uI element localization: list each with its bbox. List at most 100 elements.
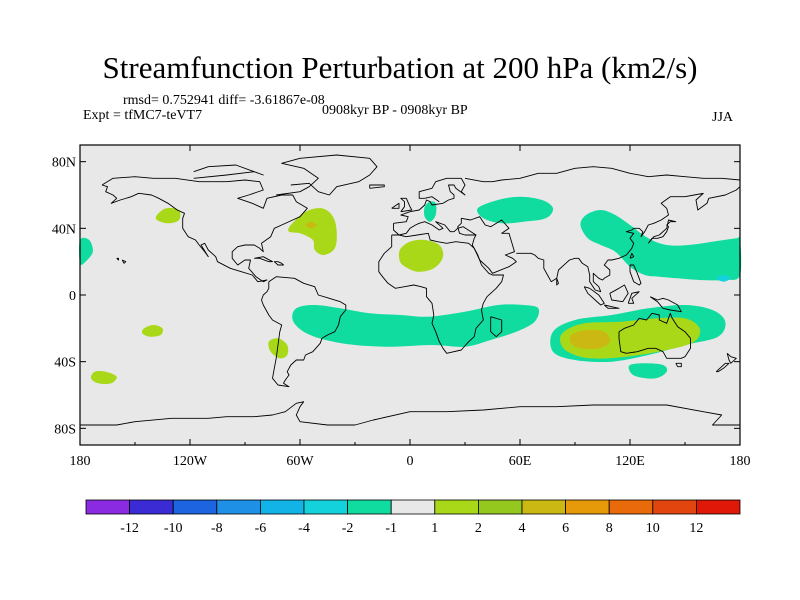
coastline [393, 216, 517, 274]
colorbar-swatch [652, 499, 697, 515]
colorbar-swatch [477, 499, 523, 515]
x-tick-label: 120W [173, 454, 208, 469]
y-tick-label: 80N [52, 156, 76, 171]
colorbar-label: 4 [519, 521, 526, 536]
coastline [556, 278, 559, 286]
coastline [276, 154, 378, 196]
season-label: JJA [712, 110, 734, 125]
experiment-label: Expt = tfMC7-teVT7 [83, 108, 203, 123]
coastline [369, 184, 385, 189]
coastline [490, 316, 503, 338]
colorbar-swatch [608, 499, 654, 515]
contour-region [569, 329, 611, 350]
coastline [516, 186, 741, 293]
colorbar-swatch [565, 499, 610, 515]
colorbar-label: 8 [606, 521, 613, 536]
colorbar-swatch [434, 499, 479, 515]
contour-region [141, 325, 164, 337]
contour-region [424, 201, 437, 222]
coastline [618, 312, 691, 359]
coastline [273, 261, 284, 266]
colorbar-label: -6 [255, 521, 267, 536]
coastline [261, 276, 347, 388]
x-tick-label: 60E [509, 454, 532, 469]
coastline [726, 352, 737, 364]
coastline [121, 259, 127, 264]
colorbar-label: -8 [211, 521, 223, 536]
coastline [80, 401, 740, 426]
colorbar-label: -1 [385, 521, 397, 536]
coastline [649, 296, 682, 313]
x-tick-label: 180 [730, 454, 751, 469]
y-tick-label: 40S [54, 356, 76, 371]
coastline [193, 164, 264, 179]
contour-region [268, 338, 289, 359]
contour-region [305, 221, 317, 229]
stats-line: rmsd= 0.752941 diff= -3.61867e-08 [123, 93, 325, 108]
y-tick-label: 0 [69, 289, 76, 304]
colorbar-label: -4 [298, 521, 310, 536]
colorbar-label: 10 [646, 521, 660, 536]
coastline [629, 264, 642, 286]
coastline [604, 304, 620, 309]
coastline [627, 291, 640, 304]
x-tick-label: 120E [615, 454, 645, 469]
axis-ticks [79, 145, 741, 445]
colorbar-swatch [172, 499, 218, 515]
contour-region [155, 207, 181, 224]
contour-region [716, 275, 731, 282]
colorbar-swatch [259, 499, 305, 515]
contour-region [477, 196, 554, 224]
coastline [629, 252, 635, 259]
map-background [80, 145, 740, 445]
coastline [391, 202, 400, 209]
colorbar-swatch [390, 499, 436, 515]
colorbar-label: -12 [120, 521, 139, 536]
colorbar-swatch [347, 499, 392, 515]
colorbar-swatch [129, 499, 174, 515]
contour-region [628, 363, 668, 379]
colorbar [85, 499, 741, 515]
y-tick-label: 80S [54, 422, 76, 437]
coastlines [80, 154, 741, 426]
x-tick-label: 0 [407, 454, 414, 469]
contour-region [398, 239, 444, 272]
colorbar-label: -10 [164, 521, 183, 536]
coastline [675, 362, 682, 368]
coastline [609, 284, 629, 303]
coastline [378, 232, 504, 354]
coastline [101, 176, 308, 283]
coastline [254, 256, 273, 263]
contour-region [79, 237, 93, 265]
period-label: 0908kyr BP - 0908kyr BP [322, 103, 468, 118]
axis-tick-labels: 180 120W 60W 0 60E 120E 180 80N 40N 0 40S 80S [52, 156, 751, 469]
colorbar-swatch [696, 499, 741, 515]
coastline [393, 177, 466, 224]
coastline [715, 362, 730, 373]
colorbar-label: 1 [431, 521, 438, 536]
contour-regions [79, 196, 742, 385]
coastline [464, 166, 741, 183]
contour-region [292, 304, 540, 347]
colorbar-label: 2 [475, 521, 482, 536]
colorbar-label: -2 [342, 521, 354, 536]
chart-title: Streamfunction Perturbation at 200 hPa (… [102, 50, 698, 85]
y-tick-label: 40N [52, 222, 76, 237]
x-tick-label: 60W [286, 454, 314, 469]
coastline [647, 219, 677, 244]
colorbar-swatch [216, 499, 261, 515]
contour-region [580, 210, 742, 281]
colorbar-swatch [303, 499, 348, 515]
contour-region [90, 370, 117, 385]
coastline [583, 286, 605, 306]
colorbar-labels: -12 -10 -8 -6 -4 -2 -1 1 2 4 6 8 10 12 [120, 521, 703, 536]
colorbar-swatch [85, 499, 130, 515]
colorbar-label: 6 [562, 521, 569, 536]
coastline [400, 197, 413, 213]
colorbar-label: 12 [689, 521, 703, 536]
contour-region [288, 208, 337, 256]
colorbar-swatch [521, 499, 566, 515]
coastline [116, 257, 119, 261]
x-tick-label: 180 [70, 454, 91, 469]
